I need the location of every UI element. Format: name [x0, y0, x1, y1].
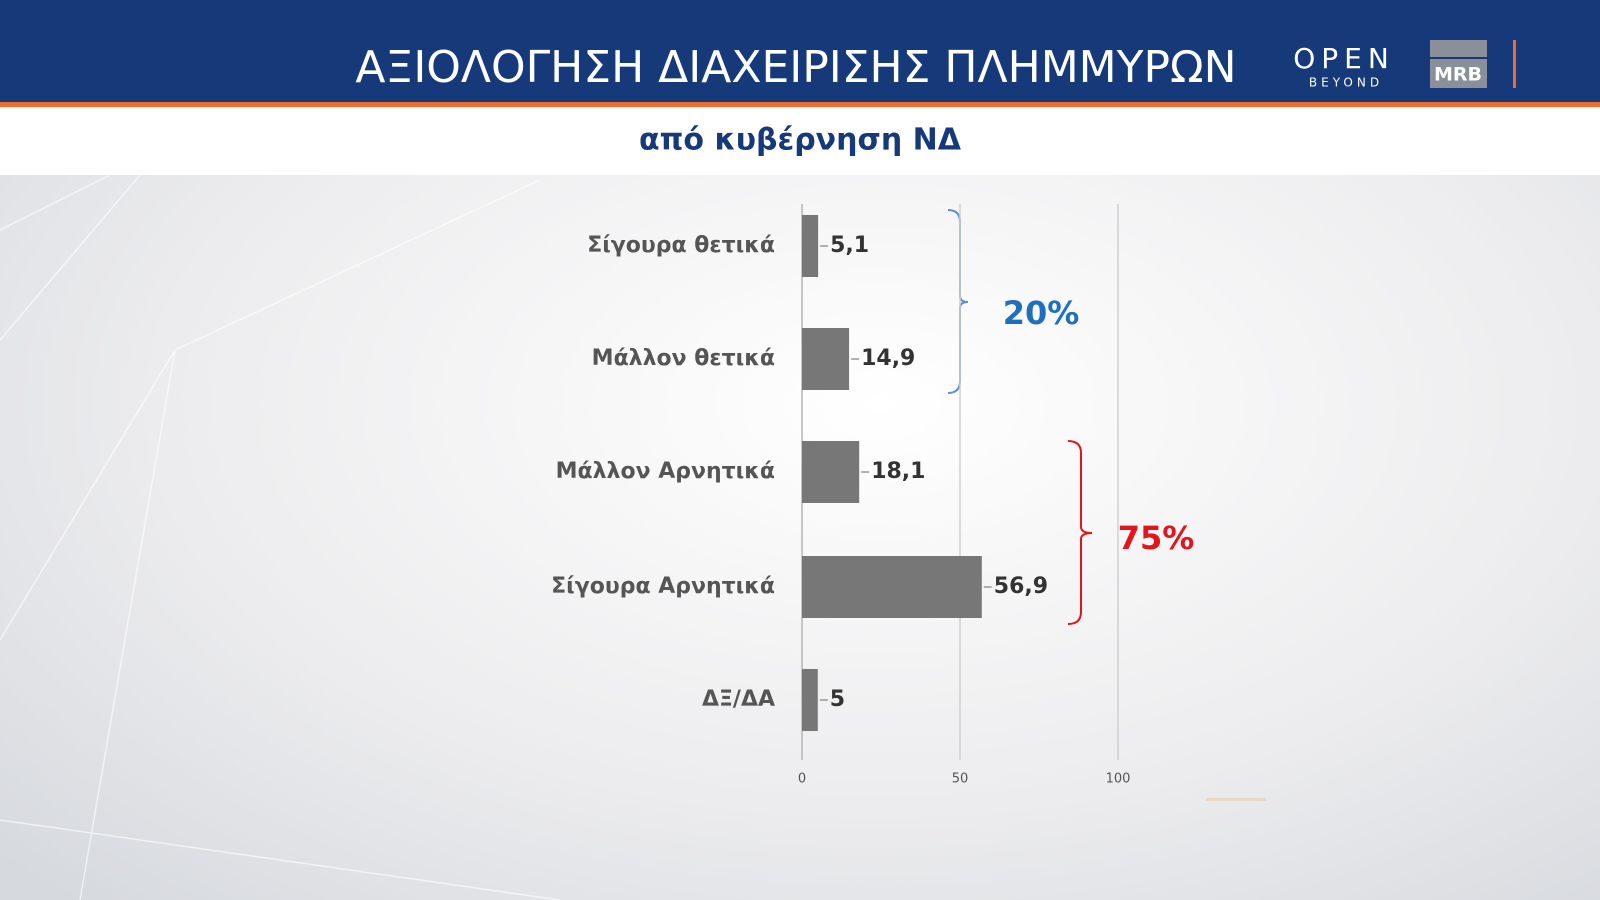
channel-logo: OPEN	[1293, 42, 1395, 75]
subtitle-band	[0, 107, 1600, 175]
bar	[802, 328, 850, 390]
background-lines	[0, 174, 561, 900]
bar	[802, 441, 860, 503]
chart-title: ΑΞΙΟΛΟΓΗΣΗ ΔΙΑΧΕΙΡΙΣΗΣ ΠΛΗΜΜΥΡΩΝ	[355, 42, 1236, 93]
logo-divider	[1513, 40, 1516, 88]
data-label: 56,9	[994, 574, 1048, 599]
y-tick-label: ΔΞ/ΔΑ	[702, 687, 775, 712]
data-label: 5,1	[830, 233, 869, 258]
annotation: 20%	[1003, 294, 1080, 332]
y-tick-label: Μάλλον Αρνητικά	[556, 459, 775, 484]
header-stripe	[0, 102, 1600, 107]
bar	[802, 556, 982, 618]
y-tick-label: Σίγουρα Αρνητικά	[551, 574, 775, 599]
annotation: 75%	[1118, 519, 1195, 557]
bar	[802, 215, 819, 277]
channel-logo-sub: BEYOND	[1309, 76, 1383, 90]
data-label: 14,9	[861, 346, 915, 371]
y-tick-label: Σίγουρα θετικά	[587, 233, 775, 258]
pollster-logo-box	[1430, 40, 1487, 88]
y-tick-label: Μάλλον θετικά	[592, 346, 775, 371]
bar	[802, 669, 818, 731]
decor	[1206, 798, 1266, 801]
data-label: 18,1	[871, 459, 925, 484]
x-tick-label: 0	[798, 772, 806, 787]
chart-subtitle: από κυβέρνηση ΝΔ	[639, 123, 962, 158]
pollster-logo: MRB	[1434, 64, 1482, 86]
x-tick-label: 50	[952, 772, 969, 787]
data-label: 5	[830, 687, 845, 712]
bracket-negative	[1067, 440, 1093, 625]
header-band	[0, 0, 1600, 103]
x-tick-label: 100	[1106, 772, 1131, 787]
